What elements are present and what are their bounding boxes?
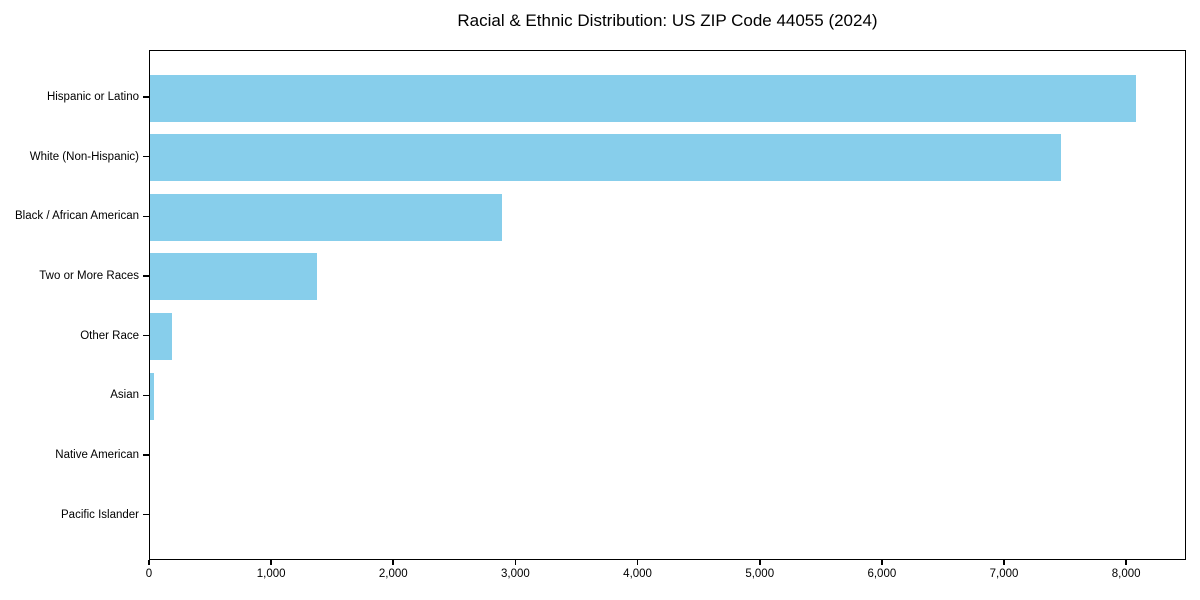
xtick-label-0: 0	[145, 568, 153, 580]
bar-hispanic-or-latino	[150, 74, 1136, 122]
ytick-mark	[143, 215, 149, 218]
xtick-mark	[1003, 560, 1005, 565]
ytick-label-asian: Asian	[110, 389, 139, 402]
xtick-mark	[392, 560, 395, 565]
xtick-label-5000: 5,000	[745, 568, 775, 580]
xtick-label-8000: 8,000	[1111, 568, 1141, 580]
bar-two-or-more-races	[150, 253, 317, 301]
ytick-label-black-african-american: Black / African American	[15, 210, 139, 223]
xtick-mark	[636, 560, 639, 565]
ytick-mark	[143, 96, 149, 98]
xtick-label-2000: 2,000	[378, 568, 408, 580]
ytick-mark	[143, 394, 149, 397]
ytick-label-other-race: Other Race	[80, 329, 139, 342]
ytick-mark	[143, 155, 149, 158]
xtick-mark	[758, 560, 761, 565]
xtick-label-7000: 7,000	[989, 568, 1019, 580]
xtick-label-6000: 6,000	[867, 568, 897, 580]
xtick-mark	[270, 560, 272, 565]
ytick-mark	[143, 334, 149, 337]
xtick-mark	[514, 560, 517, 565]
ytick-label-white-non-hispanic: White (Non-Hispanic)	[29, 150, 139, 163]
ytick-label-native-american: Native American	[55, 448, 139, 461]
plot-area	[149, 50, 1186, 560]
ytick-mark	[143, 454, 149, 456]
xtick-mark	[881, 560, 883, 565]
xtick-label-4000: 4,000	[623, 568, 652, 580]
ytick-mark	[143, 275, 149, 277]
ytick-label-pacific-islander: Pacific Islander	[61, 508, 139, 521]
ytick-label-two-or-more-races: Two or More Races	[39, 269, 139, 282]
xtick-label-1000: 1,000	[256, 568, 286, 580]
bar-black-african-american	[150, 193, 503, 241]
ytick-mark	[143, 513, 149, 516]
bar-white-non-hispanic	[150, 134, 1061, 182]
bar-other-race	[150, 313, 172, 361]
xtick-mark	[148, 560, 150, 565]
ytick-label-hispanic-or-latino: Hispanic or Latino	[46, 91, 139, 103]
xtick-mark	[1125, 560, 1127, 565]
chart-title: Racial & Ethnic Distribution: US ZIP Cod…	[457, 11, 878, 30]
bar-asian	[150, 372, 154, 420]
xtick-label-3000: 3,000	[501, 568, 530, 580]
